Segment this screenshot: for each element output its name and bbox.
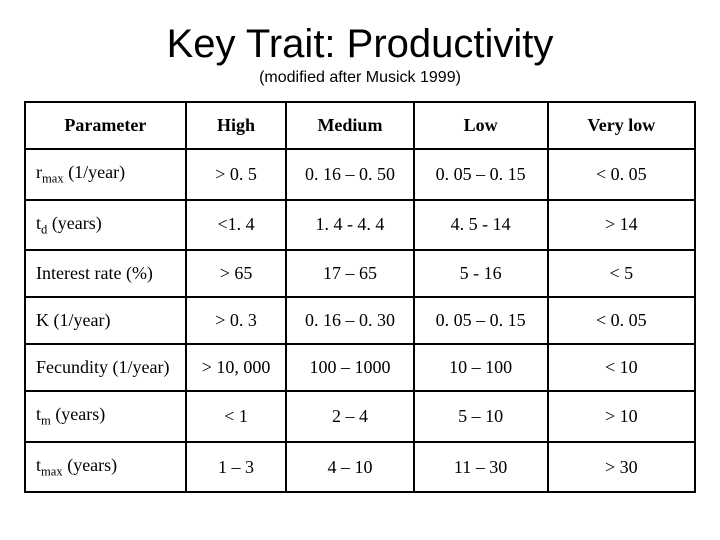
cell-medium: 1. 4 - 4. 4 bbox=[286, 200, 413, 251]
col-low: Low bbox=[414, 102, 548, 149]
cell-parameter: rmax (1/year) bbox=[25, 149, 186, 200]
cell-low: 11 – 30 bbox=[414, 442, 548, 493]
cell-parameter: tmax (years) bbox=[25, 442, 186, 493]
cell-low: 0. 05 – 0. 15 bbox=[414, 297, 548, 344]
cell-parameter: tm (years) bbox=[25, 391, 186, 442]
cell-verylow: > 30 bbox=[548, 442, 695, 493]
cell-high: <1. 4 bbox=[186, 200, 287, 251]
cell-verylow: < 0. 05 bbox=[548, 149, 695, 200]
col-very-low: Very low bbox=[548, 102, 695, 149]
table-row: Fecundity (1/year)> 10, 000100 – 100010 … bbox=[25, 344, 695, 391]
table-row: Interest rate (%)> 6517 – 655 - 16< 5 bbox=[25, 250, 695, 297]
table-row: rmax (1/year)> 0. 50. 16 – 0. 500. 05 – … bbox=[25, 149, 695, 200]
cell-parameter: Fecundity (1/year) bbox=[25, 344, 186, 391]
cell-high: 1 – 3 bbox=[186, 442, 287, 493]
table-row: td (years)<1. 41. 4 - 4. 44. 5 - 14> 14 bbox=[25, 200, 695, 251]
cell-low: 0. 05 – 0. 15 bbox=[414, 149, 548, 200]
cell-low: 5 - 16 bbox=[414, 250, 548, 297]
slide: Key Trait: Productivity (modified after … bbox=[0, 0, 720, 540]
cell-verylow: < 0. 05 bbox=[548, 297, 695, 344]
cell-medium: 0. 16 – 0. 50 bbox=[286, 149, 413, 200]
table-row: K (1/year)> 0. 30. 16 – 0. 300. 05 – 0. … bbox=[25, 297, 695, 344]
col-high: High bbox=[186, 102, 287, 149]
cell-medium: 17 – 65 bbox=[286, 250, 413, 297]
table-body: rmax (1/year)> 0. 50. 16 – 0. 500. 05 – … bbox=[25, 149, 695, 492]
cell-high: > 0. 3 bbox=[186, 297, 287, 344]
cell-low: 4. 5 - 14 bbox=[414, 200, 548, 251]
cell-medium: 2 – 4 bbox=[286, 391, 413, 442]
page-title: Key Trait: Productivity bbox=[24, 16, 696, 67]
table-row: tmax (years)1 – 34 – 1011 – 30> 30 bbox=[25, 442, 695, 493]
cell-parameter: Interest rate (%) bbox=[25, 250, 186, 297]
table-row: tm (years)< 12 – 45 – 10> 10 bbox=[25, 391, 695, 442]
cell-medium: 4 – 10 bbox=[286, 442, 413, 493]
cell-verylow: > 14 bbox=[548, 200, 695, 251]
cell-high: > 0. 5 bbox=[186, 149, 287, 200]
cell-high: < 1 bbox=[186, 391, 287, 442]
col-parameter: Parameter bbox=[25, 102, 186, 149]
table-header-row: Parameter High Medium Low Very low bbox=[25, 102, 695, 149]
cell-medium: 0. 16 – 0. 30 bbox=[286, 297, 413, 344]
cell-verylow: > 10 bbox=[548, 391, 695, 442]
productivity-table: Parameter High Medium Low Very low rmax … bbox=[24, 101, 696, 493]
cell-parameter: K (1/year) bbox=[25, 297, 186, 344]
cell-low: 5 – 10 bbox=[414, 391, 548, 442]
cell-high: > 10, 000 bbox=[186, 344, 287, 391]
cell-parameter: td (years) bbox=[25, 200, 186, 251]
cell-verylow: < 10 bbox=[548, 344, 695, 391]
cell-low: 10 – 100 bbox=[414, 344, 548, 391]
cell-verylow: < 5 bbox=[548, 250, 695, 297]
page-subtitle: (modified after Musick 1999) bbox=[24, 69, 696, 87]
cell-medium: 100 – 1000 bbox=[286, 344, 413, 391]
cell-high: > 65 bbox=[186, 250, 287, 297]
col-medium: Medium bbox=[286, 102, 413, 149]
